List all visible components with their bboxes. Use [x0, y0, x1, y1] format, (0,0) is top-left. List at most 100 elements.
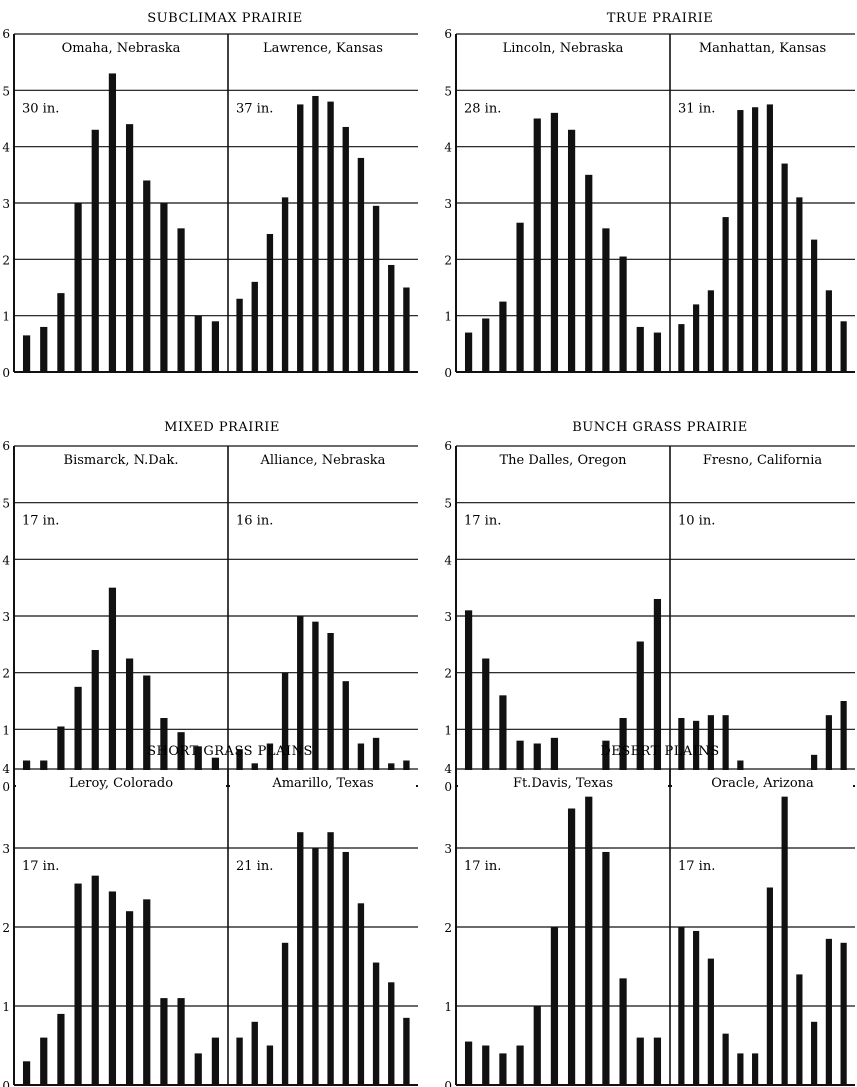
group-2-station-2-bar-month-4 — [722, 217, 729, 372]
group-5-station-1-bar-month-8 — [143, 899, 151, 1085]
group-4-station-1-bar-month-9 — [602, 740, 610, 786]
group-6-station-2-bar-month-7 — [766, 887, 773, 1085]
group-6-station-2-bar-month-3 — [707, 958, 714, 1085]
group-5-ytick-label-0: 0 — [2, 1079, 10, 1087]
group-6-station-1-bar-month-8 — [585, 796, 593, 1085]
group-2-station-2-bar-month-9 — [796, 197, 803, 372]
group-3-station-2-bar-month-1 — [236, 749, 243, 786]
group-1-station-2-bar-month-5 — [297, 104, 304, 373]
group-5-station-2-bar-month-2 — [251, 1021, 258, 1085]
group-3-title: MIXED PRAIRIE — [164, 420, 280, 435]
group-6-ytick-label-4: 4 — [444, 762, 452, 776]
group-4-station-1-bar-month-3 — [499, 695, 507, 786]
group-3-station-1-bar-month-6 — [108, 587, 117, 786]
group-4-station-2-bar-month-2 — [693, 720, 700, 786]
group-4-ytick-label-0: 0 — [444, 780, 452, 794]
group-5-station-1-bar-month-7 — [125, 911, 134, 1085]
group-4-ytick-label-4: 4 — [444, 553, 452, 567]
group-3-ytick-label-3: 3 — [2, 610, 10, 624]
group-4-ytick-label-5: 5 — [444, 497, 452, 511]
group-6-station-2-bar-month-11 — [825, 938, 832, 1085]
group-3-station-1-bar-month-10 — [177, 732, 185, 786]
group-6-ytick-label-2: 2 — [444, 921, 452, 935]
group-2-station-2-bar-month-3 — [707, 290, 714, 372]
group-5-station-2-bar-month-1 — [236, 1037, 243, 1085]
group-2-ytick-label-4: 4 — [444, 141, 452, 155]
group-5-station-2-name: Amarillo, Texas — [271, 776, 373, 791]
group-4-station-1-label-box — [458, 447, 668, 501]
group-6-station-2-bar-month-4 — [722, 1033, 729, 1085]
group-5-station-2-bar-month-9 — [357, 903, 365, 1085]
group-1-station-1-bar-month-8 — [143, 180, 151, 372]
group-4-station-1-bar-month-1 — [464, 610, 473, 786]
group-6-station-2-bar-month-5 — [737, 1053, 744, 1085]
group-2-station-1-bar-month-8 — [585, 174, 593, 372]
group-2-station-2-bar-month-12 — [840, 321, 847, 372]
group-6-station-2-bar-month-2 — [693, 930, 700, 1085]
group-2-station-1-precip-total: 28 in. — [464, 101, 501, 116]
group-2-ytick-label-1: 1 — [444, 310, 452, 324]
group-6-station-2-label-box — [672, 770, 853, 846]
group-2-station-2-bar-month-6 — [752, 107, 759, 372]
group-4-station-1-name: The Dalles, Oregon — [499, 453, 627, 468]
group-3-ytick-label-4: 4 — [2, 553, 10, 567]
group-1-station-2-label-box — [230, 35, 416, 89]
group-2-station-2-bar-month-11 — [825, 290, 832, 372]
group-1-ytick-label-0: 0 — [2, 366, 10, 380]
group-3-station-2-bar-month-9 — [357, 743, 365, 786]
group-4-station-2-bar-month-3 — [707, 715, 714, 786]
group-2-station-2-bar-month-8 — [781, 163, 788, 372]
group-6-station-1-bar-month-3 — [499, 1053, 507, 1085]
group-3-station-2-bar-month-6 — [312, 621, 319, 786]
group-5-station-2-precip-total: 21 in. — [236, 859, 273, 874]
group-3-station-1-bar-month-11 — [194, 746, 202, 786]
group-4-station-1-bar-month-11 — [636, 641, 644, 786]
group-3-station-1-bar-month-4 — [74, 686, 82, 786]
group-3-station-1-bar-month-3 — [57, 726, 65, 786]
group-6-station-1-name: Ft.Davis, Texas — [513, 776, 613, 791]
group-6-station-1-bar-month-6 — [550, 927, 559, 1085]
group-1-station-2-precip-total: 37 in. — [236, 101, 273, 116]
group-2-station-1-bar-month-6 — [550, 112, 559, 372]
group-2-ytick-label-6: 6 — [444, 27, 452, 41]
group-6-station-1-bar-month-5 — [533, 1006, 541, 1085]
group-2-station-1-bar-month-9 — [602, 228, 610, 372]
group-2-station-1-bar-month-5 — [533, 118, 541, 372]
group-2-station-2-label-box — [672, 35, 853, 89]
group-1-station-1-bar-month-2 — [40, 326, 48, 372]
group-4-station-1-bar-month-10 — [619, 718, 627, 786]
group-5-station-1-bar-month-11 — [194, 1053, 202, 1085]
group-2-station-2-bar-month-5 — [737, 110, 744, 373]
group-1-station-1-bar-month-6 — [108, 73, 117, 372]
group-2-station-1-bar-month-10 — [619, 256, 627, 372]
group-1-station-2-bar-month-1 — [236, 298, 243, 372]
group-3-station-2-precip-total: 16 in. — [236, 514, 273, 529]
group-1-station-1-bar-month-11 — [194, 315, 202, 372]
group-2-ytick-label-2: 2 — [444, 253, 452, 267]
group-1-station-1-name: Omaha, Nebraska — [62, 41, 181, 56]
group-4-station-1-bar-month-5 — [533, 743, 541, 786]
group-4-title: BUNCH GRASS PRAIRIE — [572, 420, 748, 435]
group-5-station-1-label-box — [16, 770, 226, 846]
group-4-ytick-label-1: 1 — [444, 723, 452, 737]
group-4-station-1-bar-month-4 — [516, 740, 524, 786]
group-1-station-2-bar-month-2 — [251, 281, 258, 372]
group-2-station-2-bar-month-10 — [811, 239, 818, 372]
group-4-station-1-bar-month-2 — [482, 658, 490, 786]
group-5-station-2-bar-month-3 — [266, 1045, 274, 1085]
group-6-station-1-bar-month-2 — [482, 1045, 490, 1085]
group-4-station-1-bar-month-12 — [653, 599, 662, 786]
group-4-ytick-label-2: 2 — [444, 667, 452, 681]
group-5-station-2-bar-month-11 — [388, 982, 395, 1085]
group-1-ytick-label-5: 5 — [2, 84, 10, 98]
group-1-station-1-bar-month-7 — [125, 124, 134, 372]
group-3-ytick-label-5: 5 — [2, 497, 10, 511]
group-3-station-1-bar-month-5 — [91, 650, 99, 786]
group-2-station-2-precip-total: 31 in. — [678, 101, 715, 116]
group-4-station-1-precip-total: 17 in. — [464, 514, 501, 529]
group-4-station-2-bar-month-12 — [840, 701, 847, 786]
group-1-station-2-bar-month-8 — [342, 126, 349, 372]
group-2-ytick-label-3: 3 — [444, 197, 452, 211]
group-5-station-2-bar-month-6 — [312, 848, 319, 1085]
